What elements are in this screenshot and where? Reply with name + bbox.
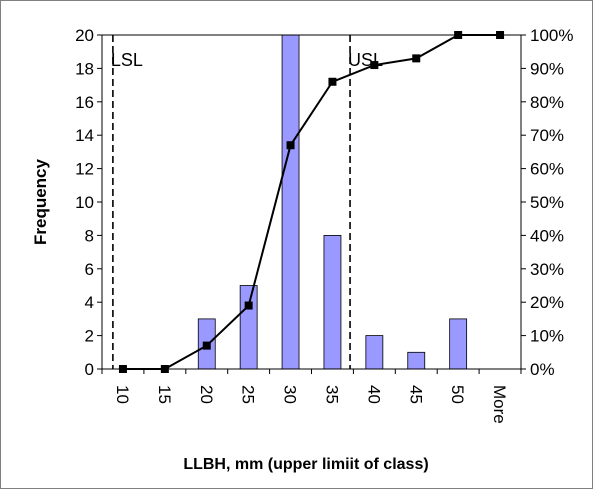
- y2-tick-label: 90%: [530, 59, 564, 78]
- bar-25: [239, 285, 258, 370]
- y-tick-label: 16: [75, 93, 94, 112]
- y2-tick-label: 20%: [530, 293, 564, 312]
- x-tick-label: 45: [406, 385, 425, 404]
- cumulative-line-layer: [118, 31, 505, 373]
- x-tick-label: 40: [364, 385, 383, 404]
- bars-layer: [197, 34, 468, 370]
- y2-tick-label: 50%: [530, 193, 564, 212]
- y-tick-label: 2: [85, 327, 94, 346]
- y-tick-label: 18: [75, 59, 94, 78]
- y2-tick-label: 100%: [530, 26, 573, 45]
- ticks-layer: 0 2 4 6 8 10 12 14 16 18 20 0% 10% 20% 30% 40% 50% 60% 70%…: [75, 26, 573, 424]
- x-tick-label: 35: [322, 385, 341, 404]
- cumulative-point-45: [412, 54, 421, 63]
- x-tick-label: 10: [113, 385, 132, 404]
- x-tick-label: More: [490, 385, 509, 424]
- y-tick-label: 4: [85, 293, 94, 312]
- cumulative-point-35: [328, 77, 337, 86]
- bar-35: [323, 234, 342, 370]
- y2-tick-label: 10%: [530, 327, 564, 346]
- y2-tick-label: 30%: [530, 260, 564, 279]
- y2-tick-label: 80%: [530, 93, 564, 112]
- bar-45: [407, 351, 426, 370]
- y-tick-label: 20: [75, 26, 94, 45]
- bar-40: [365, 335, 384, 370]
- x-tick-label: 15: [155, 385, 174, 404]
- y-tick-label: 8: [85, 226, 94, 245]
- y2-tick-label: 0%: [530, 360, 555, 379]
- bar-30: [281, 34, 300, 370]
- y-axis-title: Frequency: [31, 158, 50, 245]
- cumulative-point-40: [370, 61, 379, 70]
- bar-50: [449, 318, 468, 370]
- x-tick-label: 20: [197, 385, 216, 404]
- x-tick-label: 25: [239, 385, 258, 404]
- x-tick-label: 30: [281, 385, 300, 404]
- y2-tick-label: 60%: [530, 160, 564, 179]
- cumulative-point-20: [202, 341, 211, 350]
- cumulative-percentage-line: [122, 34, 501, 370]
- cumulative-point-25: [244, 301, 253, 310]
- cumulative-point-30: [286, 141, 295, 150]
- cumulative-point-10: [118, 365, 127, 373]
- y-tick-label: 6: [85, 260, 94, 279]
- y2-tick-label: 40%: [530, 226, 564, 245]
- reference-lines-layer: LSL USL: [111, 35, 383, 369]
- cumulative-point-50: [454, 31, 463, 39]
- cumulative-point-more: [496, 31, 505, 39]
- reference-line-label-lsl: LSL: [111, 50, 143, 70]
- cumulative-point-15: [160, 365, 169, 373]
- y-tick-label: 12: [75, 160, 94, 179]
- y-tick-label: 14: [75, 126, 94, 145]
- y2-tick-label: 70%: [530, 126, 564, 145]
- y-tick-label: 0: [85, 360, 94, 379]
- x-axis-title: LLBH, mm (upper limiit of class): [183, 456, 428, 473]
- x-tick-label: 50: [448, 385, 467, 404]
- y-tick-label: 10: [75, 193, 94, 212]
